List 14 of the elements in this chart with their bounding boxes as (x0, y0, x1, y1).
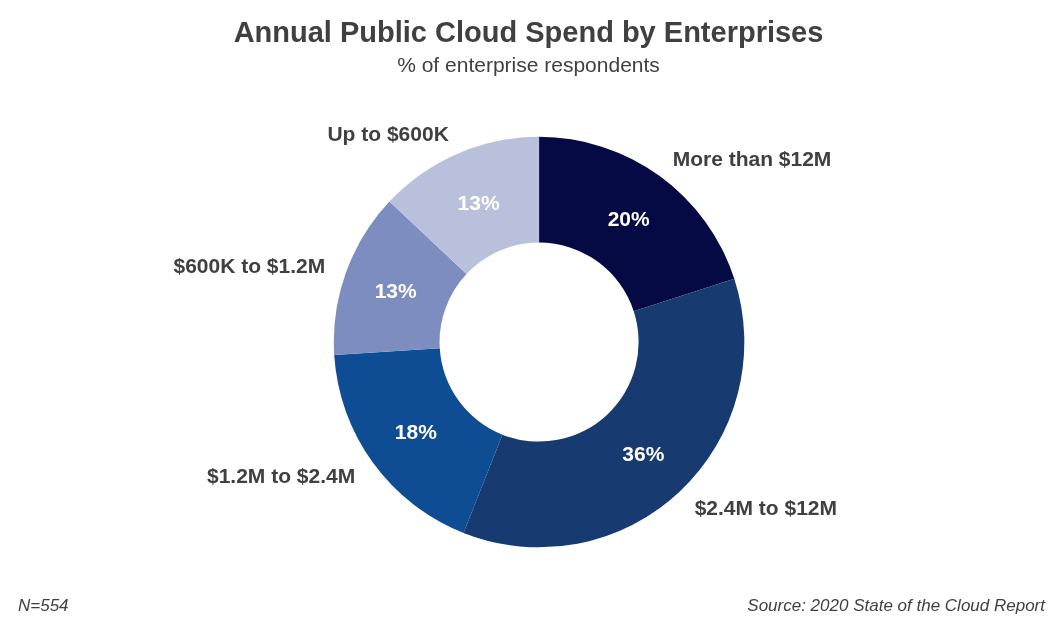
data-label: 13% (457, 190, 500, 214)
source-note: Source: 2020 State of the Cloud Report (747, 596, 1047, 615)
data-label: 36% (622, 441, 665, 465)
data-label: 13% (374, 278, 418, 302)
slice-label: $1.2M to $2.4M (206, 464, 356, 488)
text: N=554 (18, 596, 69, 615)
slice-label: $600K to $1.2M (173, 253, 326, 277)
data-label: 20% (607, 207, 650, 231)
chart-title: Annual Public Cloud Spend by Enterprises (233, 15, 824, 48)
data-label: 18% (394, 420, 438, 444)
chart-subtitle: % of enterprise respondents (397, 53, 660, 76)
slice-label: Up to $600K (327, 122, 449, 146)
slice-label: $2.4M to $12M (694, 496, 838, 520)
slice-label: More than $12M (672, 146, 832, 170)
